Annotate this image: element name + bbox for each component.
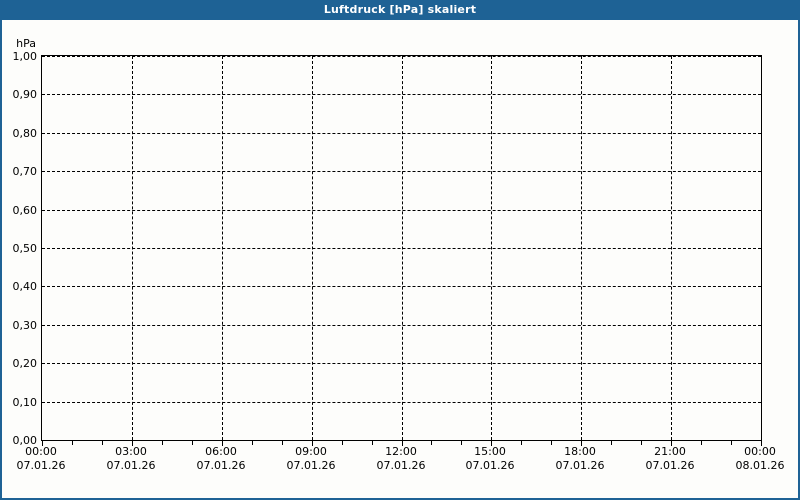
- y-axis-tick-label: 0,90: [12, 88, 38, 101]
- x-axis-major-tick: [761, 440, 762, 446]
- x-axis-tick-label: 00:00 07.01.26: [0, 445, 101, 473]
- x-axis-minor-tick: [282, 440, 283, 445]
- y-axis-tick-label: 0,30: [12, 319, 38, 332]
- x-axis-minor-tick: [72, 440, 73, 445]
- x-axis-minor-tick: [611, 440, 612, 445]
- x-tick-time: 00:00: [25, 445, 57, 458]
- x-axis-minor-tick: [641, 440, 642, 445]
- x-axis-minor-tick: [102, 440, 103, 445]
- x-axis-major-tick: [42, 440, 43, 446]
- y-axis-tick-labels: 1,00 0,90 0,80 0,70 0,60 0,50 0,40 0,30 0,20 0,10…: [2, 51, 38, 446]
- x-axis-minor-tick: [521, 440, 522, 445]
- gridline-horizontal: [42, 325, 761, 326]
- x-axis-tick-label: 03:00 07.01.26: [71, 445, 191, 473]
- gridline-horizontal: [42, 133, 761, 134]
- y-axis-tick-label: 0,50: [12, 242, 38, 255]
- page-title: Luftdruck [hPa] skaliert: [323, 3, 477, 16]
- x-axis-minor-tick: [701, 440, 702, 445]
- gridline-horizontal: [42, 171, 761, 172]
- chart-canvas: hPa 1,00 0,90 0,80 0,70 0,60 0,50 0,40 0,30 0,20…: [2, 20, 798, 498]
- x-tick-time: 00:00: [744, 445, 776, 458]
- x-axis-minor-tick: [252, 440, 253, 445]
- gridline-horizontal: [42, 248, 761, 249]
- x-axis-major-tick: [312, 440, 313, 446]
- x-tick-date: 07.01.26: [286, 459, 336, 472]
- x-tick-time: 06:00: [205, 445, 237, 458]
- gridline-vertical: [222, 56, 223, 440]
- gridline-horizontal: [42, 210, 761, 211]
- gridline-vertical: [581, 56, 582, 440]
- y-axis-tick-label: 0,70: [12, 165, 38, 178]
- x-tick-time: 03:00: [115, 445, 147, 458]
- x-tick-date: 07.01.26: [376, 459, 426, 472]
- x-axis-minor-tick: [731, 440, 732, 445]
- gridline-horizontal: [42, 363, 761, 364]
- x-axis-major-tick: [132, 440, 133, 446]
- gridline-vertical: [132, 56, 133, 440]
- x-axis-minor-tick: [551, 440, 552, 445]
- x-axis-major-tick: [581, 440, 582, 446]
- y-axis-tick-label: 0,00: [12, 434, 38, 447]
- x-tick-date: 07.01.26: [465, 459, 515, 472]
- x-tick-date: 07.01.26: [196, 459, 246, 472]
- gridline-horizontal: [42, 286, 761, 287]
- x-tick-date: 07.01.26: [16, 459, 66, 472]
- x-tick-time: 12:00: [385, 445, 417, 458]
- gridline-horizontal: [42, 94, 761, 95]
- x-axis-major-tick: [491, 440, 492, 446]
- x-axis-tick-label: 18:00 07.01.26: [520, 445, 640, 473]
- x-axis-tick-label: 00:00 08.01.26: [700, 445, 800, 473]
- gridline-horizontal: [42, 56, 761, 57]
- plot-area: [41, 55, 762, 446]
- y-axis-tick-label: 0,60: [12, 204, 38, 217]
- x-tick-date: 08.01.26: [735, 459, 785, 472]
- y-axis-tick-label: 1,00: [12, 50, 38, 63]
- window-title-bar: Luftdruck [hPa] skaliert: [0, 0, 800, 20]
- x-axis-tick-label: 06:00 07.01.26: [161, 445, 281, 473]
- x-axis-minor-tick: [431, 440, 432, 445]
- gridline-vertical: [402, 56, 403, 440]
- x-axis-minor-tick: [461, 440, 462, 445]
- x-tick-date: 07.01.26: [555, 459, 605, 472]
- y-axis-unit-label: hPa: [16, 37, 36, 50]
- x-tick-time: 21:00: [654, 445, 686, 458]
- chart-frame: hPa 1,00 0,90 0,80 0,70 0,60 0,50 0,40 0,30 0,20…: [0, 20, 800, 500]
- x-tick-time: 15:00: [474, 445, 506, 458]
- x-axis-major-tick: [222, 440, 223, 446]
- x-axis-minor-tick: [372, 440, 373, 445]
- x-axis-tick-label: 12:00 07.01.26: [341, 445, 461, 473]
- gridline-horizontal: [42, 402, 761, 403]
- x-tick-time: 09:00: [295, 445, 327, 458]
- x-tick-time: 18:00: [564, 445, 596, 458]
- x-tick-date: 07.01.26: [106, 459, 156, 472]
- x-axis-major-tick: [402, 440, 403, 446]
- x-axis-tick-label: 21:00 07.01.26: [610, 445, 730, 473]
- x-axis-tick-label: 09:00 07.01.26: [251, 445, 371, 473]
- x-tick-date: 07.01.26: [645, 459, 695, 472]
- gridline-vertical: [671, 56, 672, 440]
- y-axis-tick-label: 0,40: [12, 280, 38, 293]
- x-axis-minor-tick: [192, 440, 193, 445]
- x-axis-tick-label: 15:00 07.01.26: [430, 445, 550, 473]
- y-axis-tick-label: 0,10: [12, 396, 38, 409]
- x-axis-major-tick: [671, 440, 672, 446]
- x-axis-minor-tick: [162, 440, 163, 445]
- gridline-vertical: [312, 56, 313, 440]
- gridline-horizontal: [42, 440, 761, 441]
- gridline-vertical: [491, 56, 492, 440]
- y-axis-tick-label: 0,20: [12, 357, 38, 370]
- x-axis-minor-tick: [342, 440, 343, 445]
- x-axis-tick-labels: 00:00 07.01.26 03:00 07.01.26 06:00 07.01.26 0…: [2, 445, 798, 485]
- y-axis-tick-label: 0,80: [12, 127, 38, 140]
